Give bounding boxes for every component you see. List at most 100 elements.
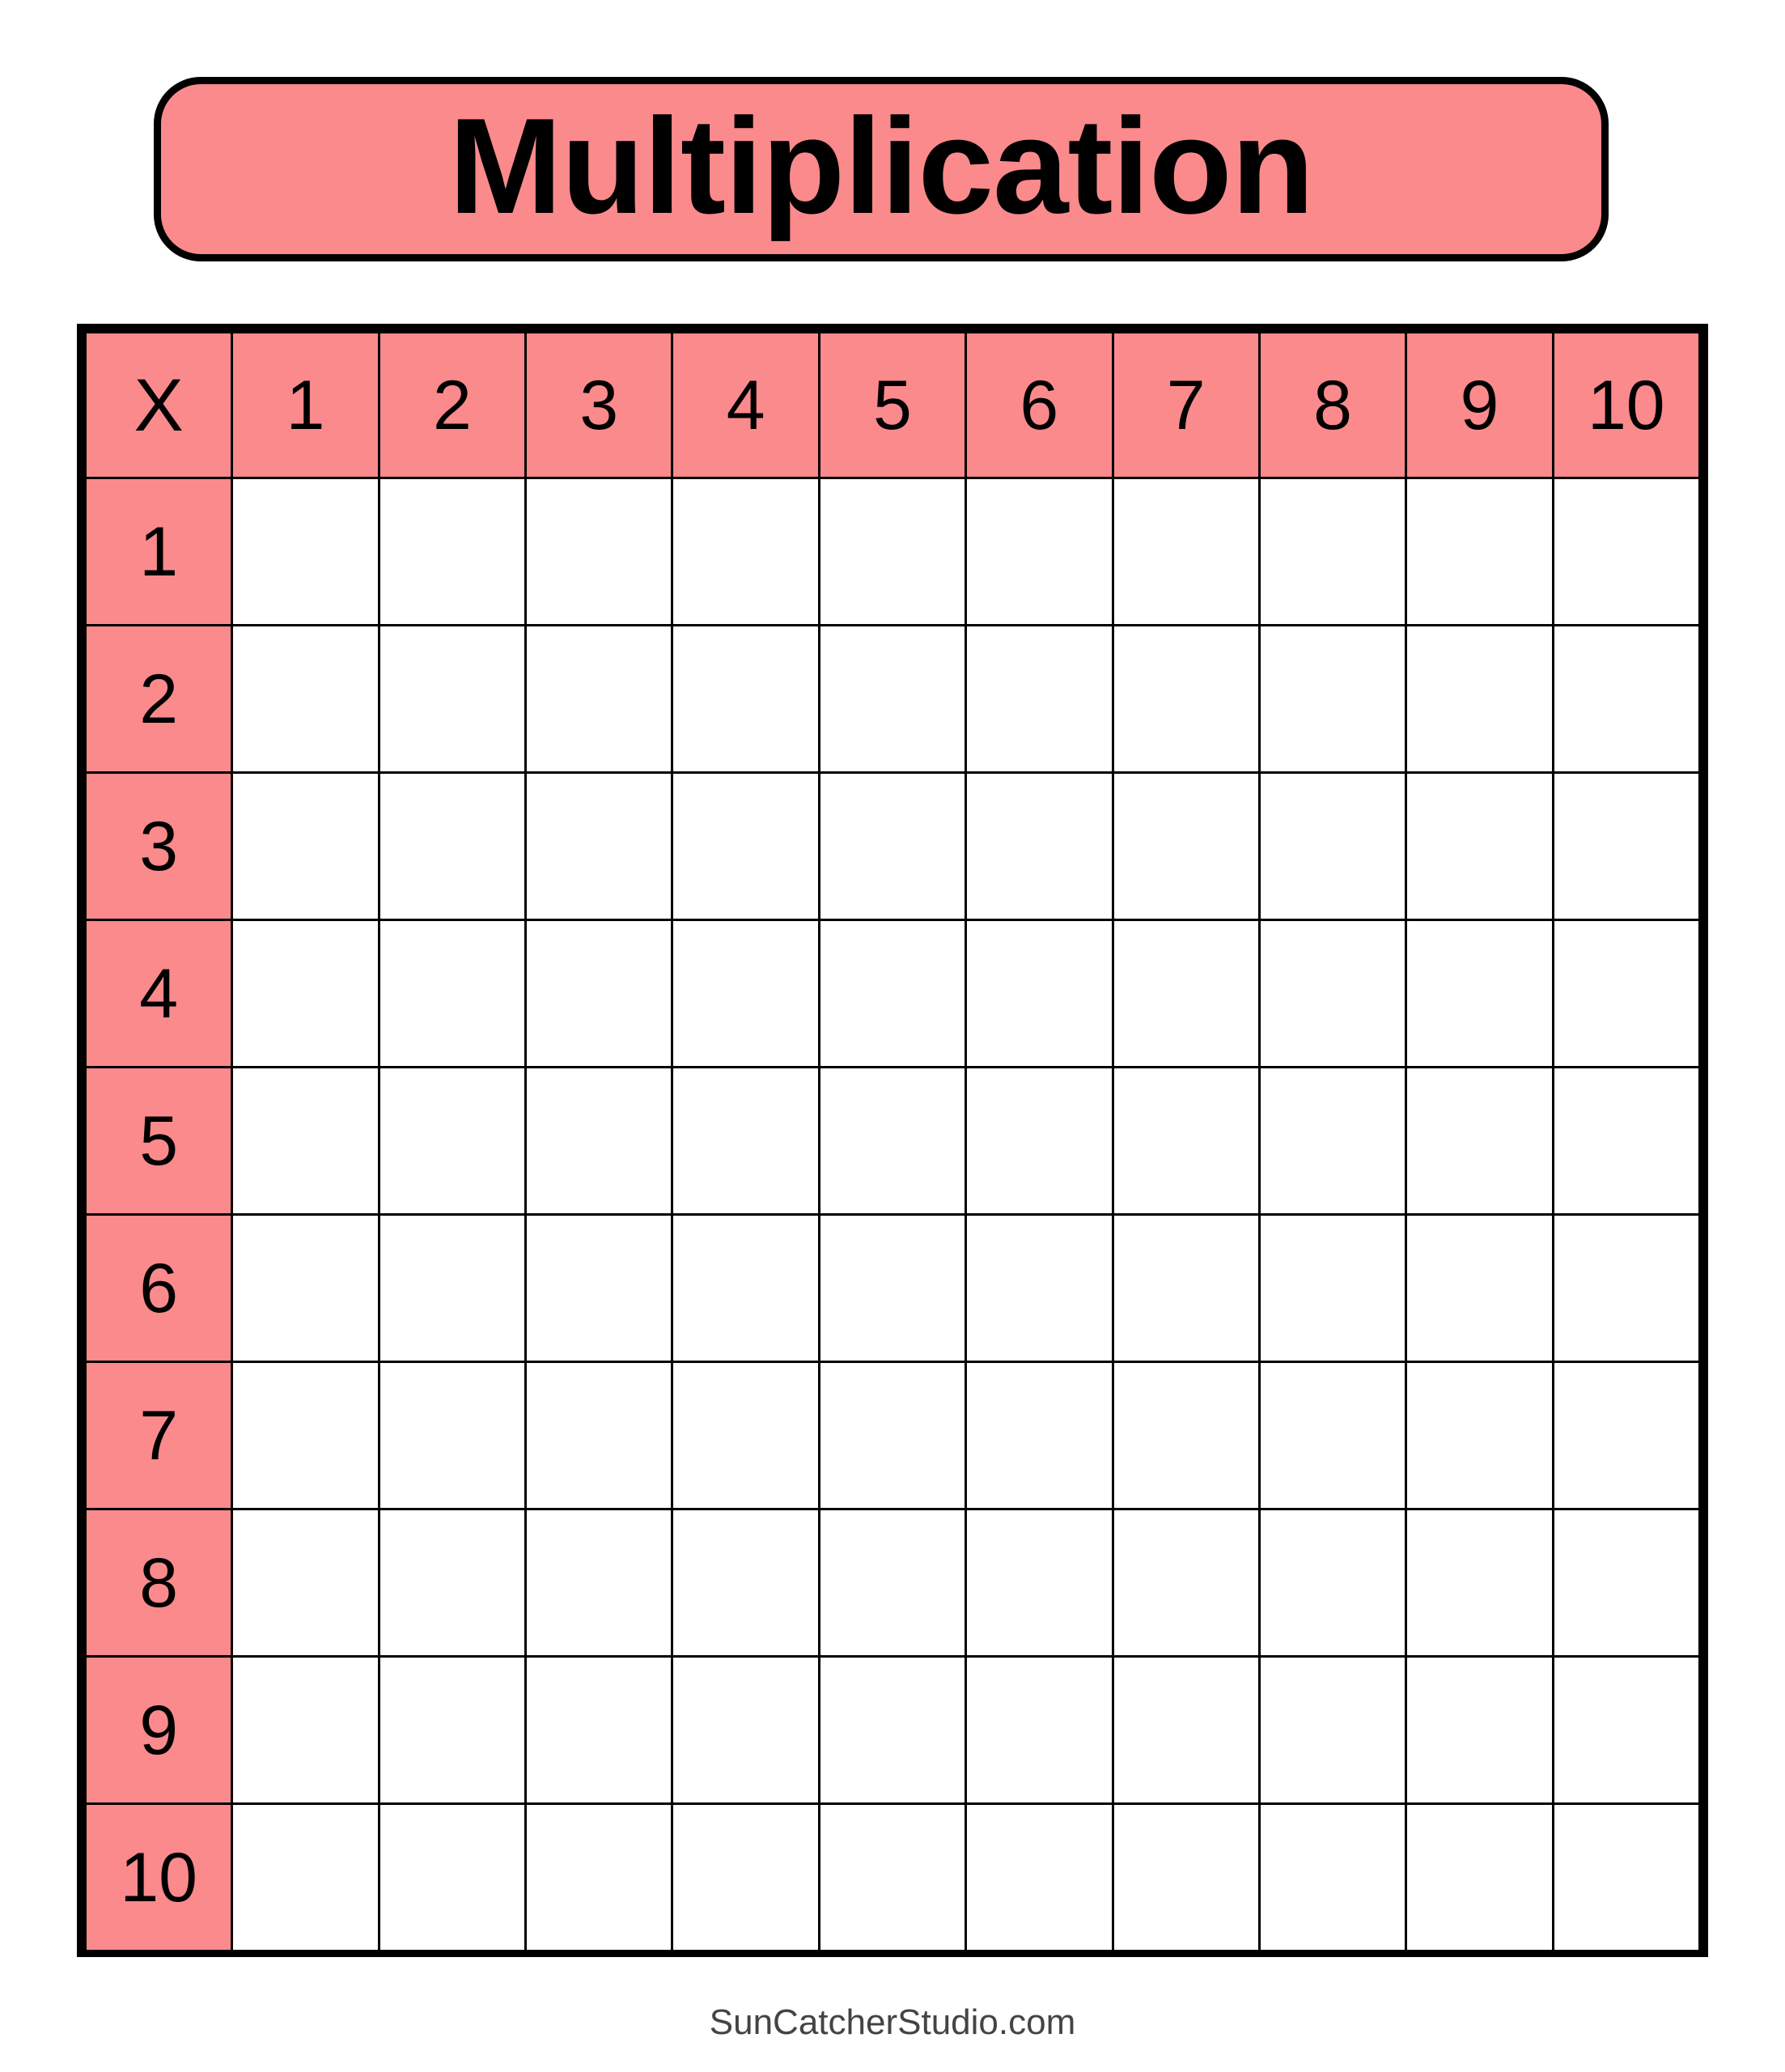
answer-cell[interactable] bbox=[1111, 771, 1261, 921]
answer-cell[interactable] bbox=[817, 1508, 968, 1658]
answer-cell[interactable] bbox=[524, 477, 674, 626]
answer-cell[interactable] bbox=[817, 1655, 968, 1805]
answer-cell[interactable] bbox=[377, 624, 528, 774]
answer-cell[interactable] bbox=[965, 1361, 1114, 1510]
answer-cell[interactable] bbox=[1405, 1508, 1554, 1658]
answer-cell[interactable] bbox=[671, 477, 820, 626]
answer-cell[interactable] bbox=[965, 1213, 1114, 1363]
answer-cell[interactable] bbox=[671, 1508, 820, 1658]
answer-cell[interactable] bbox=[1111, 1508, 1261, 1658]
answer-cell[interactable] bbox=[377, 1066, 528, 1216]
answer-cell[interactable] bbox=[377, 771, 528, 921]
answer-cell[interactable] bbox=[1257, 771, 1408, 921]
answer-cell[interactable] bbox=[1551, 1802, 1702, 1952]
answer-cell[interactable] bbox=[817, 1066, 968, 1216]
answer-cell[interactable] bbox=[1111, 624, 1261, 774]
answer-cell[interactable] bbox=[965, 1655, 1114, 1805]
answer-cell[interactable] bbox=[524, 1213, 674, 1363]
answer-cell[interactable] bbox=[1111, 1802, 1261, 1952]
answer-cell[interactable] bbox=[377, 1213, 528, 1363]
answer-cell[interactable] bbox=[671, 624, 820, 774]
answer-cell[interactable] bbox=[524, 1361, 674, 1510]
answer-cell[interactable] bbox=[1405, 1066, 1554, 1216]
answer-cell[interactable] bbox=[231, 477, 380, 626]
answer-cell[interactable] bbox=[377, 477, 528, 626]
answer-cell[interactable] bbox=[1551, 1213, 1702, 1363]
answer-cell[interactable] bbox=[377, 1655, 528, 1805]
answer-cell[interactable] bbox=[377, 1802, 528, 1952]
answer-cell[interactable] bbox=[817, 624, 968, 774]
answer-cell[interactable] bbox=[231, 624, 380, 774]
answer-cell[interactable] bbox=[965, 624, 1114, 774]
answer-cell[interactable] bbox=[377, 1508, 528, 1658]
answer-cell[interactable] bbox=[524, 1655, 674, 1805]
answer-cell[interactable] bbox=[1257, 1213, 1408, 1363]
answer-cell[interactable] bbox=[1405, 1655, 1554, 1805]
answer-cell[interactable] bbox=[1551, 919, 1702, 1068]
answer-cell[interactable] bbox=[1551, 1655, 1702, 1805]
answer-cell[interactable] bbox=[1257, 1655, 1408, 1805]
answer-cell[interactable] bbox=[671, 1361, 820, 1510]
answer-cell[interactable] bbox=[671, 919, 820, 1068]
answer-cell[interactable] bbox=[965, 1066, 1114, 1216]
answer-cell[interactable] bbox=[671, 1213, 820, 1363]
answer-cell[interactable] bbox=[817, 477, 968, 626]
answer-cell[interactable] bbox=[1551, 624, 1702, 774]
answer-cell[interactable] bbox=[1551, 1066, 1702, 1216]
answer-cell[interactable] bbox=[1405, 919, 1554, 1068]
answer-cell[interactable] bbox=[377, 919, 528, 1068]
answer-cell[interactable] bbox=[231, 1066, 380, 1216]
answer-cell[interactable] bbox=[1111, 1066, 1261, 1216]
answer-cell[interactable] bbox=[1551, 477, 1702, 626]
answer-cell[interactable] bbox=[524, 624, 674, 774]
answer-cell[interactable] bbox=[231, 919, 380, 1068]
answer-cell[interactable] bbox=[817, 771, 968, 921]
answer-cell[interactable] bbox=[1111, 1361, 1261, 1510]
answer-cell[interactable] bbox=[231, 1655, 380, 1805]
answer-cell[interactable] bbox=[965, 1508, 1114, 1658]
answer-cell[interactable] bbox=[1551, 1508, 1702, 1658]
answer-cell[interactable] bbox=[1405, 1802, 1554, 1952]
answer-cell[interactable] bbox=[1405, 477, 1554, 626]
answer-cell[interactable] bbox=[1405, 771, 1554, 921]
answer-cell[interactable] bbox=[1111, 1655, 1261, 1805]
answer-cell[interactable] bbox=[1405, 1361, 1554, 1510]
answer-cell[interactable] bbox=[1111, 1213, 1261, 1363]
answer-cell[interactable] bbox=[1551, 1361, 1702, 1510]
answer-cell[interactable] bbox=[817, 1361, 968, 1510]
answer-cell[interactable] bbox=[1257, 919, 1408, 1068]
answer-cell[interactable] bbox=[671, 771, 820, 921]
answer-cell[interactable] bbox=[1111, 477, 1261, 626]
answer-cell[interactable] bbox=[1111, 919, 1261, 1068]
answer-cell[interactable] bbox=[524, 1508, 674, 1658]
answer-cell[interactable] bbox=[231, 1802, 380, 1952]
answer-cell[interactable] bbox=[1405, 624, 1554, 774]
answer-cell[interactable] bbox=[965, 919, 1114, 1068]
answer-cell[interactable] bbox=[671, 1655, 820, 1805]
answer-cell[interactable] bbox=[377, 1361, 528, 1510]
answer-cell[interactable] bbox=[1257, 1508, 1408, 1658]
answer-cell[interactable] bbox=[1257, 1066, 1408, 1216]
answer-cell[interactable] bbox=[231, 771, 380, 921]
answer-cell[interactable] bbox=[817, 1213, 968, 1363]
answer-cell[interactable] bbox=[965, 477, 1114, 626]
answer-cell[interactable] bbox=[1551, 771, 1702, 921]
answer-cell[interactable] bbox=[231, 1213, 380, 1363]
answer-cell[interactable] bbox=[524, 919, 674, 1068]
answer-cell[interactable] bbox=[1257, 624, 1408, 774]
answer-cell[interactable] bbox=[1257, 477, 1408, 626]
answer-cell[interactable] bbox=[817, 1802, 968, 1952]
answer-cell[interactable] bbox=[231, 1508, 380, 1658]
answer-cell[interactable] bbox=[965, 1802, 1114, 1952]
answer-cell[interactable] bbox=[1257, 1361, 1408, 1510]
answer-cell[interactable] bbox=[524, 1802, 674, 1952]
answer-cell[interactable] bbox=[671, 1802, 820, 1952]
answer-cell[interactable] bbox=[1405, 1213, 1554, 1363]
answer-cell[interactable] bbox=[524, 771, 674, 921]
answer-cell[interactable] bbox=[1257, 1802, 1408, 1952]
answer-cell[interactable] bbox=[965, 771, 1114, 921]
answer-cell[interactable] bbox=[231, 1361, 380, 1510]
answer-cell[interactable] bbox=[671, 1066, 820, 1216]
answer-cell[interactable] bbox=[524, 1066, 674, 1216]
answer-cell[interactable] bbox=[817, 919, 968, 1068]
